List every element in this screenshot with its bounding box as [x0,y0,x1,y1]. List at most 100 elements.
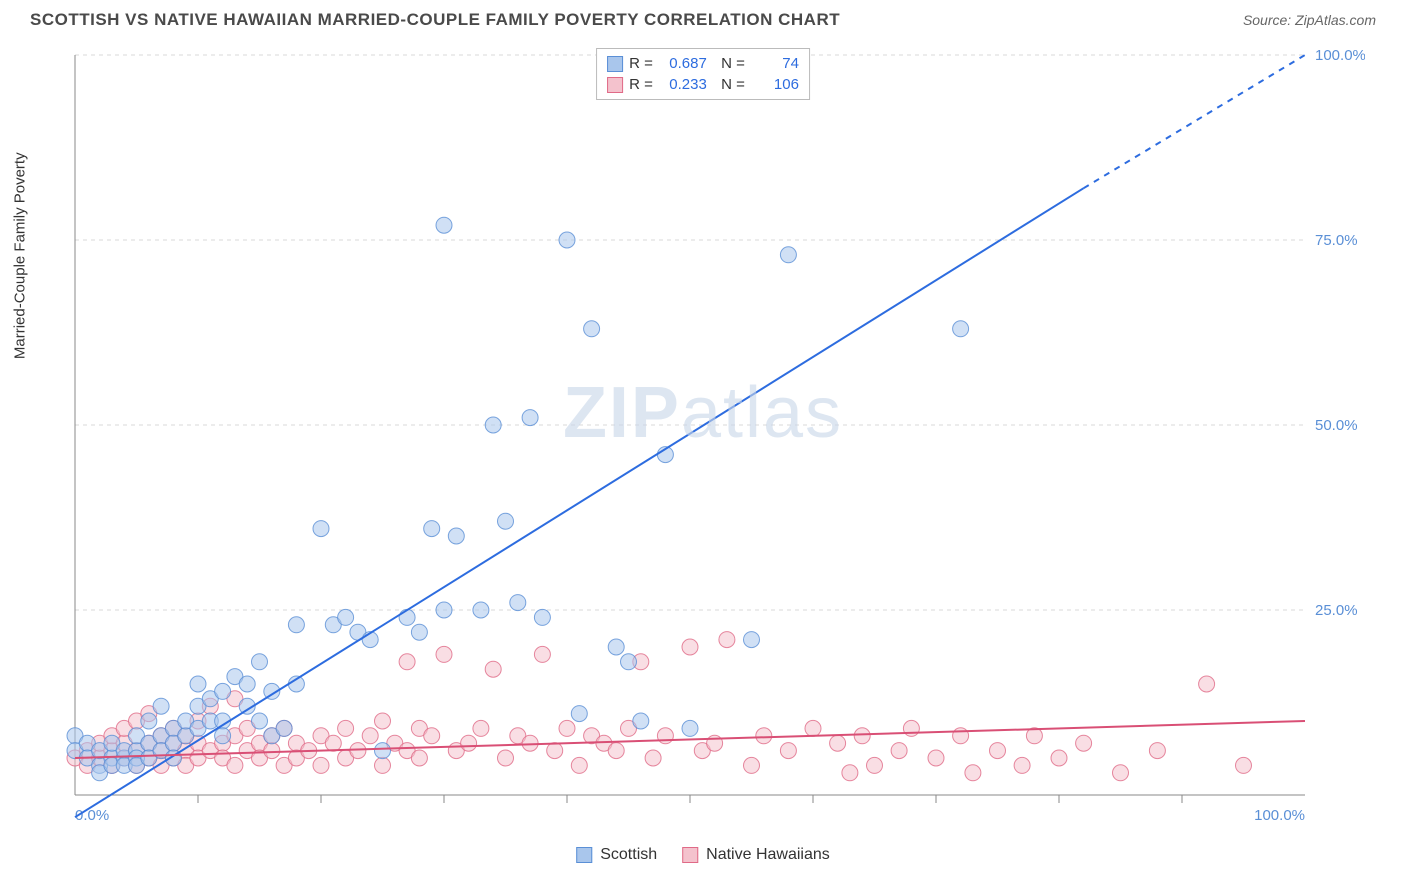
source-label: Source: ZipAtlas.com [1243,12,1376,28]
data-point [313,757,329,773]
y-axis-tick-label: 75.0% [1315,232,1358,249]
data-point [682,639,698,655]
data-point [510,595,526,611]
data-point [227,757,243,773]
data-point [990,743,1006,759]
data-point [608,639,624,655]
data-point [485,661,501,677]
chart-title: SCOTTISH VS NATIVE HAWAIIAN MARRIED-COUP… [30,10,840,30]
data-point [867,757,883,773]
legend-swatch [607,56,623,72]
stats-row: R = 0.687 N = 74 [607,53,799,74]
chart-container: Married-Couple Family Poverty 0.0%100.0%… [30,45,1376,862]
data-point [153,698,169,714]
data-point [621,654,637,670]
legend-swatch [576,847,592,863]
data-point [375,743,391,759]
x-axis-tick-label: 0.0% [75,807,109,824]
data-point [953,321,969,337]
data-point [534,609,550,625]
data-point [928,750,944,766]
data-point [424,521,440,537]
data-point [780,247,796,263]
data-point [547,743,563,759]
data-point [325,735,341,751]
data-point [436,602,452,618]
data-point [682,720,698,736]
data-point [473,602,489,618]
data-point [719,632,735,648]
y-axis-label: Married-Couple Family Poverty [12,152,29,359]
data-point [1236,757,1252,773]
data-point [756,728,772,744]
data-point [830,735,846,751]
data-point [1014,757,1030,773]
legend-item: Native Hawaiians [682,846,830,864]
data-point [522,410,538,426]
data-point [436,646,452,662]
legend-swatch [607,77,623,93]
r-label: R = [629,53,653,74]
data-point [842,765,858,781]
data-point [854,728,870,744]
n-value: 74 [751,53,799,74]
data-point [571,757,587,773]
data-point [215,683,231,699]
data-point [215,728,231,744]
data-point [498,513,514,529]
data-point [448,528,464,544]
data-point [534,646,550,662]
data-point [264,743,280,759]
data-point [1149,743,1165,759]
data-point [744,757,760,773]
data-point [141,713,157,729]
data-point [375,713,391,729]
data-point [461,735,477,751]
data-point [1199,676,1215,692]
data-point [362,728,378,744]
r-value: 0.233 [659,74,707,95]
data-point [190,676,206,692]
stats-legend: R = 0.687 N = 74R =0.233 N =106 [596,48,810,100]
regression-line-extrapolated [1084,55,1305,188]
data-point [424,728,440,744]
r-value: 0.687 [659,53,707,74]
data-point [399,654,415,670]
y-axis-tick-label: 25.0% [1315,602,1358,619]
data-point [485,417,501,433]
data-point [805,720,821,736]
data-point [276,720,292,736]
data-point [288,617,304,633]
data-point [584,321,600,337]
data-point [436,217,452,233]
y-axis-tick-label: 100.0% [1315,47,1365,64]
series-legend: Scottish Native Hawaiians [576,846,830,864]
data-point [375,757,391,773]
data-point [338,609,354,625]
data-point [965,765,981,781]
legend-label: Scottish [600,846,657,864]
legend-swatch [682,847,698,863]
scatter-plot: 0.0% 100.0% 25.0% 50.0% 75.0% 100.0% [65,45,1365,835]
data-point [744,632,760,648]
y-axis-tick-label: 50.0% [1315,417,1358,434]
data-point [891,743,907,759]
data-point [559,720,575,736]
data-point [239,676,255,692]
n-label: N = [713,53,745,74]
data-point [399,609,415,625]
data-point [411,750,427,766]
legend-item: Scottish [576,846,657,864]
data-point [1076,735,1092,751]
stats-row: R =0.233 N =106 [607,74,799,95]
data-point [608,743,624,759]
regression-line [75,188,1084,817]
data-point [252,713,268,729]
n-value: 106 [751,74,799,95]
data-point [645,750,661,766]
x-axis-tick-label: 100.0% [1254,807,1305,824]
legend-label: Native Hawaiians [706,846,830,864]
data-point [473,720,489,736]
data-point [498,750,514,766]
data-point [571,706,587,722]
